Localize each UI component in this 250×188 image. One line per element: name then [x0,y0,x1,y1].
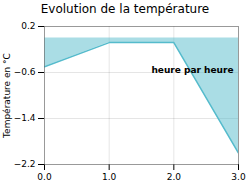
html-text:Evolution de la température: Evolution de la température [40,2,210,16]
svg-text:−1.4: −1.4 [14,113,36,123]
svg-text:Température en °C: Température en °C [2,53,12,139]
svg-text:0.0: 0.0 [37,172,52,182]
svg-text:2.0: 2.0 [167,172,182,182]
svg-text:3.0: 3.0 [231,172,246,182]
svg-text:1.0: 1.0 [102,172,117,182]
svg-text:−0.6: −0.6 [14,67,36,77]
svg-text:−2.2: −2.2 [14,159,36,169]
svg-text:0.2: 0.2 [21,21,35,31]
svg-text:heure par heure: heure par heure [151,65,233,75]
